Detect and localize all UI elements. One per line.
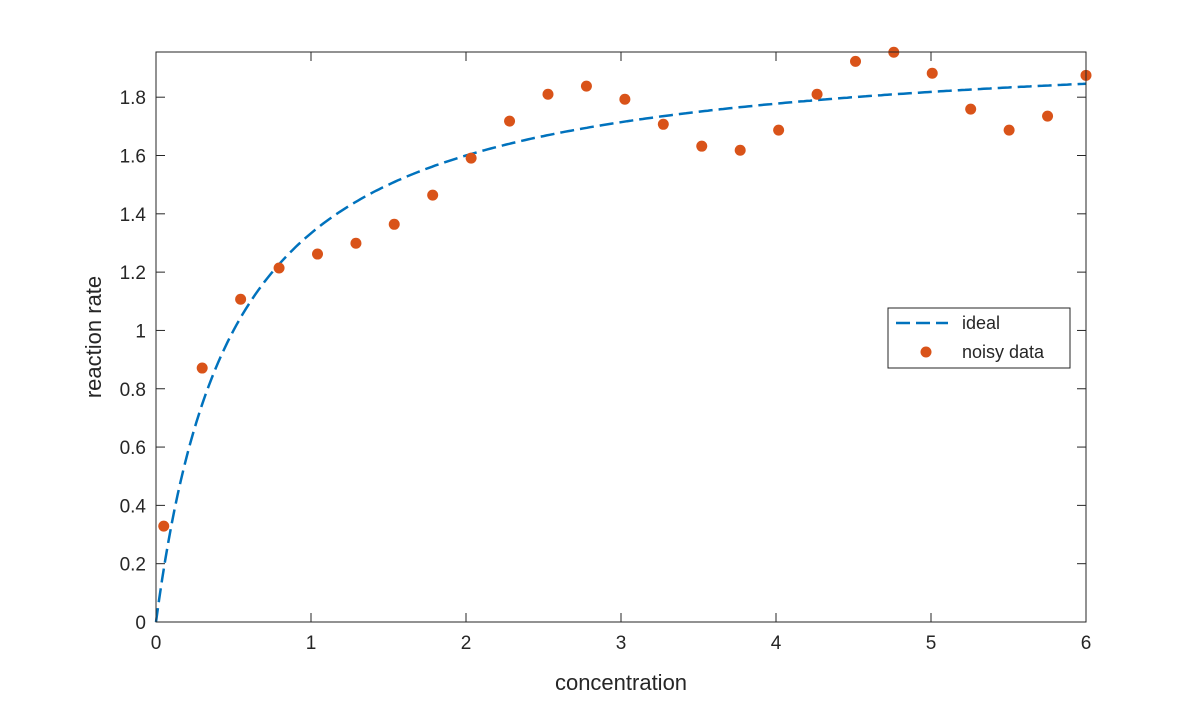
legend-noisy-swatch — [920, 346, 932, 358]
noisy-data-point — [580, 80, 592, 92]
noisy-data-point — [388, 218, 400, 230]
noisy-data-point — [273, 262, 285, 274]
x-tick-label: 5 — [926, 633, 937, 654]
axis-ticks: 0 1 2 3 4 5 6 0 0.2 0.4 0.6 0.8 1 1.2 1.4 1.6 1.8 — [120, 52, 1092, 654]
y-tick-label: 1.8 — [120, 88, 146, 109]
ideal-curve — [154, 82, 1087, 623]
noisy-data-point — [1003, 124, 1015, 136]
noisy-data-point — [235, 293, 247, 305]
x-tick-label: 0 — [151, 633, 162, 654]
noisy-data-point — [773, 124, 785, 136]
x-tick-label: 4 — [771, 633, 782, 654]
noisy-data-point — [158, 520, 170, 532]
y-tick-label: 0 — [135, 613, 146, 634]
y-tick-label: 1.6 — [120, 147, 146, 168]
noisy-data-point — [1042, 110, 1054, 122]
legend-box — [887, 307, 1071, 369]
noisy-data-point — [850, 55, 862, 67]
noisy-data-point — [350, 237, 362, 249]
noisy-data-point — [427, 189, 439, 201]
y-tick-label: 1 — [135, 321, 146, 342]
noisy-data-point — [811, 88, 823, 100]
noisy-data-point — [734, 144, 746, 156]
y-tick-label: 0.4 — [120, 496, 147, 517]
noisy-data-point — [465, 152, 477, 164]
noisy-data-point — [926, 67, 938, 79]
noisy-data-point — [965, 103, 977, 115]
legend-noisy-label: noisy data — [962, 342, 1045, 362]
x-tick-label: 2 — [461, 633, 472, 654]
noisy-data-point — [196, 362, 208, 374]
x-tick-label: 1 — [306, 633, 317, 654]
y-tick-label: 1.4 — [120, 205, 147, 226]
plot-marks — [154, 46, 1092, 623]
y-tick-label: 0.6 — [120, 438, 146, 459]
x-tick-label: 3 — [616, 633, 627, 654]
noisy-data-point — [619, 93, 631, 105]
noisy-data-point — [504, 115, 516, 127]
noisy-data-point — [542, 88, 554, 100]
noisy-data-point — [696, 140, 708, 152]
y-tick-label: 0.2 — [120, 555, 146, 576]
noisy-data-point — [657, 118, 669, 130]
legend-ideal-label: ideal — [962, 313, 1000, 333]
x-axis-label: concentration — [555, 670, 687, 695]
noisy-data-point — [312, 248, 324, 260]
legend: ideal noisy data — [887, 307, 1071, 369]
y-tick-label: 0.8 — [120, 380, 146, 401]
axes-box — [155, 51, 1087, 623]
x-tick-label: 6 — [1081, 633, 1092, 654]
y-tick-label: 1.2 — [120, 263, 146, 284]
y-axis-label: reaction rate — [81, 276, 106, 398]
